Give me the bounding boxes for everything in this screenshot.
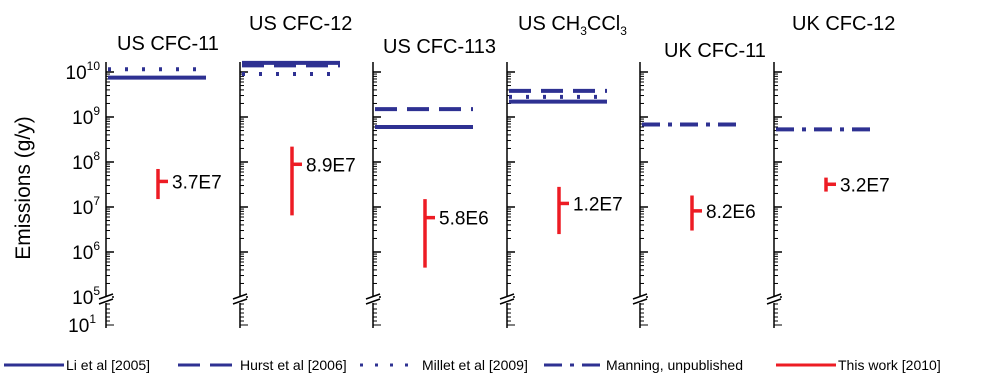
y-tick-label-9: 109 [72, 104, 100, 129]
legend-label: Manning, unpublished [606, 357, 743, 373]
y-tick-label-7: 107 [72, 194, 100, 219]
legend-label: This work [2010] [838, 357, 941, 373]
axis-break-gap [234, 296, 246, 303]
legend-label: Millet et al [2009] [422, 357, 528, 373]
axis-break-mark [766, 293, 782, 300]
this-work-data-label: 8.9E7 [306, 155, 356, 176]
axis-break-mark [365, 293, 381, 300]
y-tick-label-lower: 101 [68, 312, 96, 337]
y-tick-label-5: 105 [72, 284, 100, 309]
axis-break-gap [768, 296, 780, 303]
axis-break-mark [499, 293, 515, 300]
axis-break-mark [365, 298, 381, 305]
this-work-data-label: 1.2E7 [573, 194, 623, 215]
axis-break-mark [632, 298, 648, 305]
panel-1 [98, 62, 206, 328]
axis-break-mark [232, 298, 248, 305]
panel-2 [232, 60, 340, 328]
y-tick-label-6: 106 [72, 239, 100, 264]
panel-title: US CFC-11 [117, 33, 219, 55]
this-work-data-label: 5.8E6 [439, 209, 489, 230]
panel-title: UK CFC-12 [792, 13, 895, 35]
axis-break-mark [232, 293, 248, 300]
panel-3 [365, 62, 473, 328]
this-work-data-label: 3.2E7 [840, 175, 890, 196]
axis-break-mark [98, 293, 114, 300]
this-work-data-label: 8.2E6 [706, 202, 756, 223]
panel-title: US CFC-12 [249, 13, 352, 35]
this-work-data-label: 3.7E7 [172, 172, 222, 193]
panel-title: US CFC-113 [383, 36, 496, 58]
panel-6 [766, 62, 874, 328]
axis-break-mark [98, 298, 114, 305]
axis-break-gap [501, 296, 513, 303]
axis-break-mark [632, 293, 648, 300]
axis-break-mark [499, 298, 515, 305]
axis-break-mark [766, 298, 782, 305]
panel-title: UK CFC-11 [664, 40, 766, 62]
y-tick-label-8: 108 [72, 149, 100, 174]
y-axis-label: Emissions (g/y) [12, 116, 35, 260]
axis-break-gap [100, 296, 112, 303]
panel-5 [632, 62, 740, 328]
legend-label: Li et al [2005] [66, 357, 150, 373]
panel-4 [499, 62, 607, 328]
panel-title: US CH3CCl3 [518, 13, 627, 38]
y-tick-label-10: 1010 [66, 59, 101, 84]
legend-label: Hurst et al [2006] [240, 357, 347, 373]
axis-break-gap [634, 296, 646, 303]
axis-break-gap [367, 296, 379, 303]
